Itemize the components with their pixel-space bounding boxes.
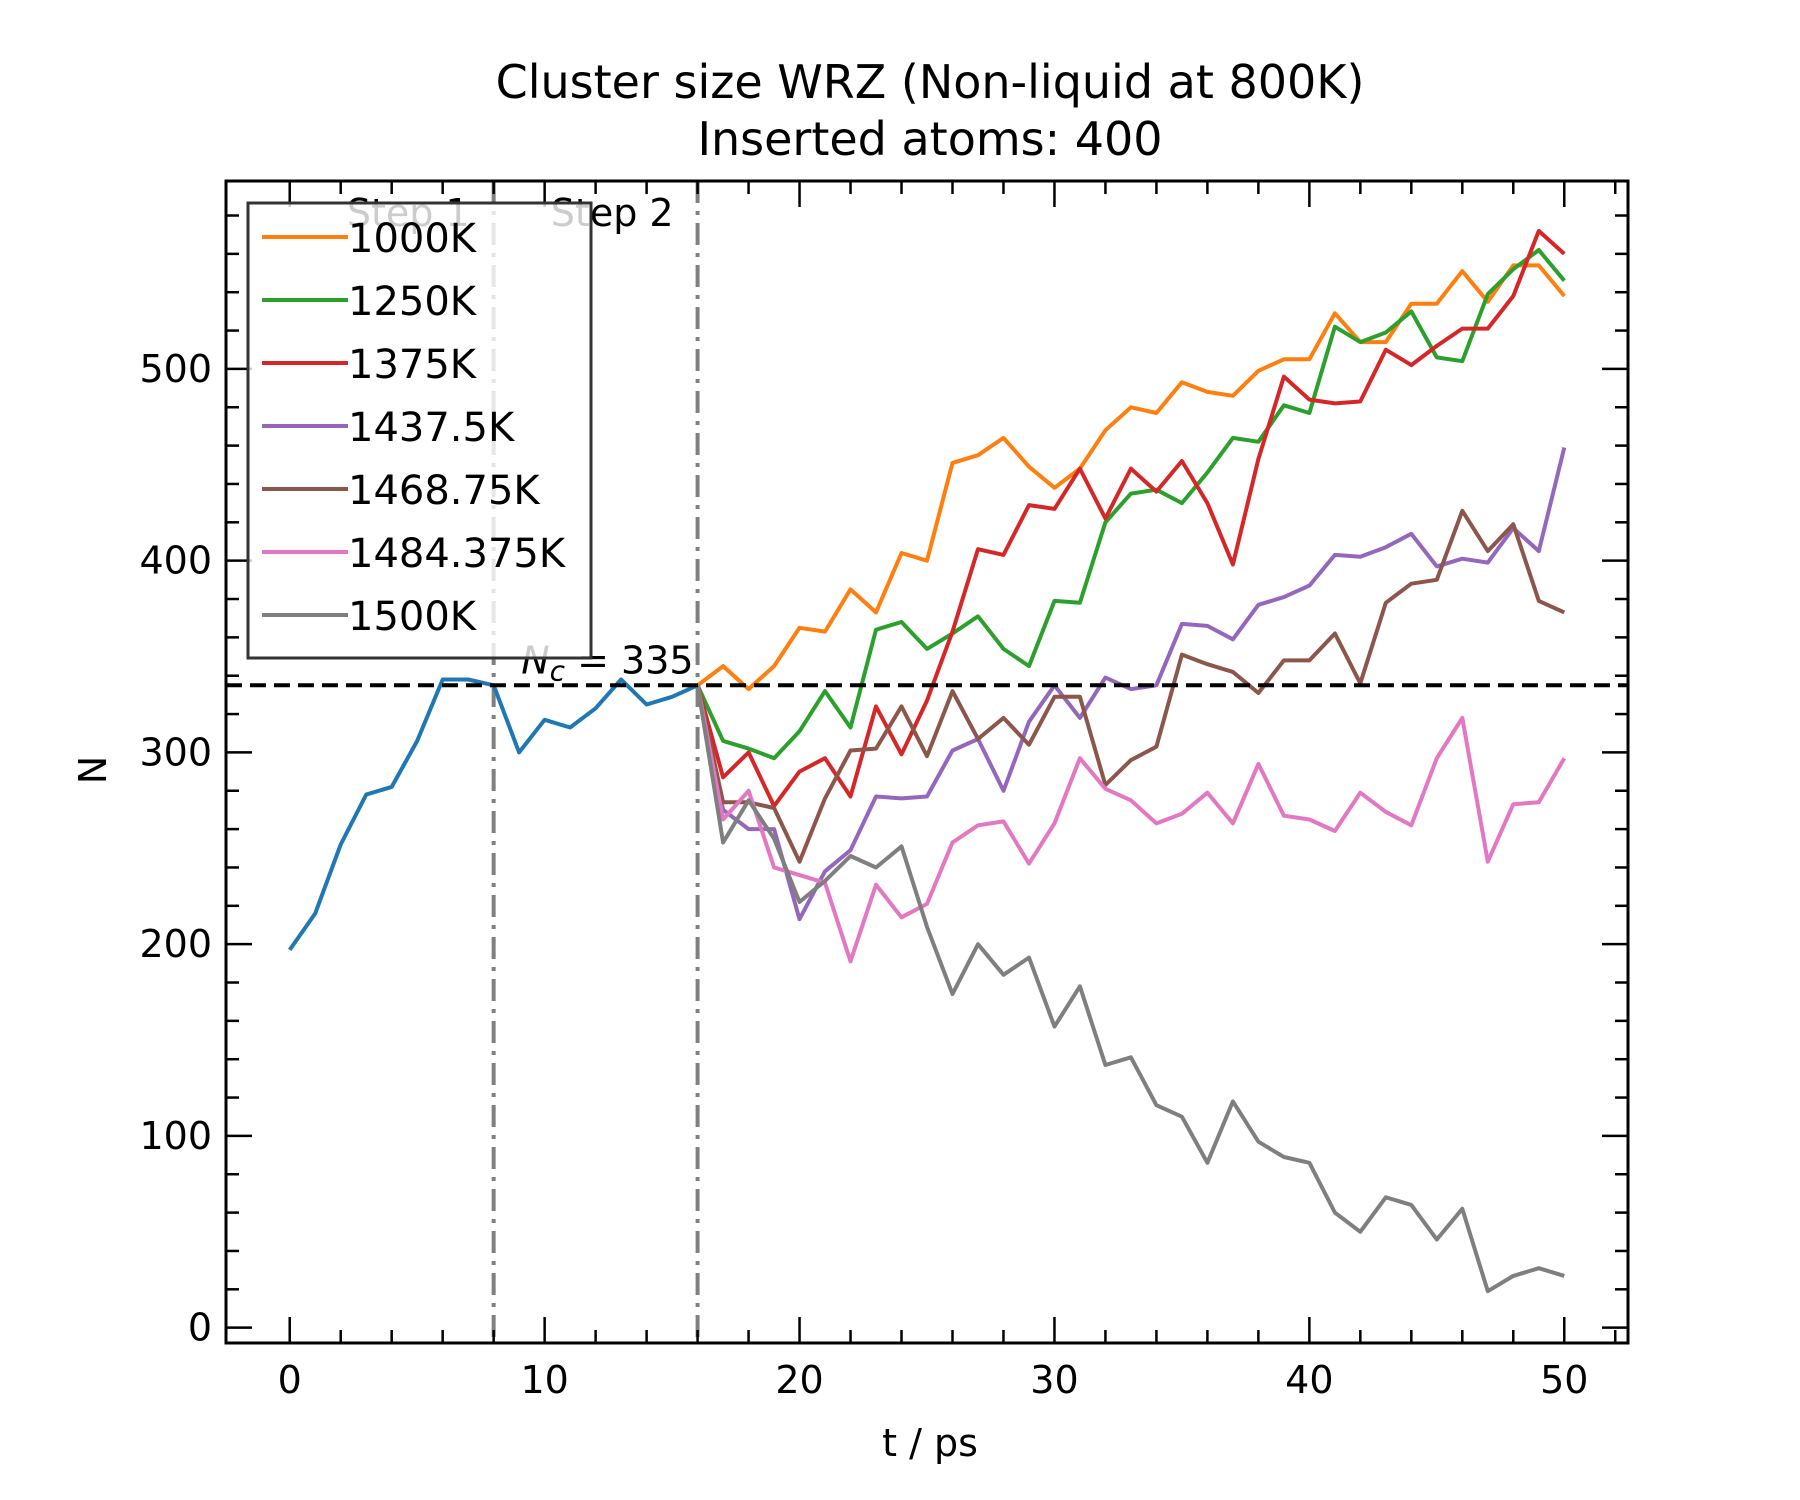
x-tick-label: 50 [1540, 1358, 1588, 1402]
y-axis-label: N [71, 756, 115, 784]
x-tick-label: 20 [775, 1358, 823, 1402]
legend-label-1437.5K: 1437.5K [348, 405, 516, 451]
legend-box [246, 201, 593, 660]
critical-size-label: Nc = 335 [521, 638, 693, 687]
legend: 1000K 1250K 1375K 1437.5K 1468.75K 1484.375K 1… [246, 201, 593, 660]
x-axis-label: t / ps [882, 1421, 978, 1465]
legend-label-1500K: 1500K [348, 594, 478, 640]
x-tick-label: 10 [520, 1358, 568, 1402]
y-tick-label: 0 [188, 1306, 212, 1350]
chart-title: Cluster size WRZ (Non-liquid at 800K) [496, 55, 1365, 109]
plot-area: Step 1Step 2Nc = 335 [226, 181, 1628, 1343]
y-tick-label: 200 [139, 922, 212, 966]
series-line-1468.75K [695, 508, 1566, 864]
x-tick-label: 40 [1285, 1358, 1333, 1402]
legend-label-1484.375K: 1484.375K [348, 531, 567, 577]
series-line-1500K [695, 684, 1565, 1294]
series-line-1437.5K [695, 447, 1567, 922]
y-tick-label: 100 [139, 1114, 212, 1158]
legend-label-1375K: 1375K [348, 342, 478, 388]
y-tick-label: 500 [139, 347, 212, 391]
y-tick-label: 300 [139, 730, 212, 774]
series-line-1000K [696, 263, 1566, 692]
series-line-1375K [695, 228, 1566, 809]
plot-frame [224, 179, 1630, 1345]
legend-label-1468.75K: 1468.75K [348, 468, 541, 514]
chart-subtitle: Inserted atoms: 400 [697, 112, 1162, 166]
series-line-1250K [695, 248, 1566, 761]
legend-label-1000K: 1000K [348, 216, 478, 262]
x-tick-label: 30 [1030, 1358, 1078, 1402]
x-tick-label: 0 [278, 1358, 302, 1402]
legend-label-1250K: 1250K [348, 279, 478, 325]
series-line-1484.375K [695, 684, 1567, 964]
y-tick-label: 400 [139, 539, 212, 583]
